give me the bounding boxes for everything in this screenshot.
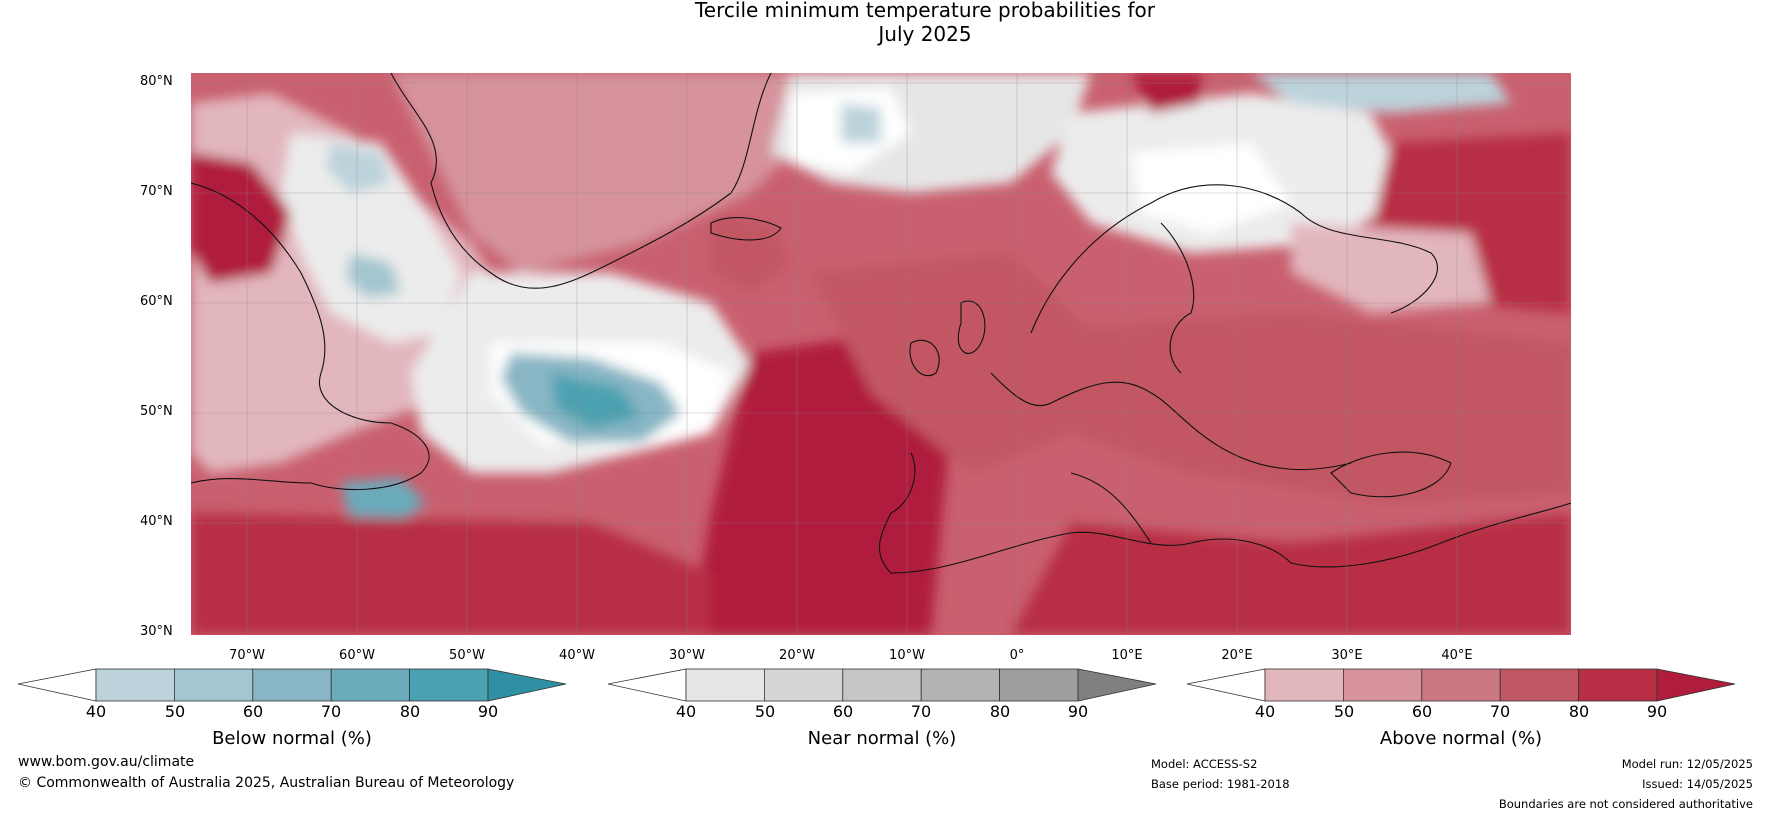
- colorbar-max-extension: [1077, 668, 1157, 702]
- lat-label-80n: 80°N: [140, 74, 173, 89]
- colorbar-max-extension: [487, 668, 567, 702]
- colorbar-swatch: [920, 668, 1001, 702]
- lat-label-40n: 40°N: [140, 514, 173, 529]
- title-line-1: Tercile minimum temperature probabilitie…: [694, 0, 1156, 22]
- title-line-2: July 2025: [878, 22, 972, 46]
- colorbar-swatch: [409, 668, 489, 702]
- colorbar-swatch: [173, 668, 254, 702]
- below-tick-90: 90: [477, 702, 499, 721]
- colorbar-above-normal: [1186, 668, 1736, 702]
- near-normal-label: Near normal (%): [807, 728, 957, 749]
- colorbar-swatch: [1578, 668, 1658, 702]
- graticule: [191, 73, 1571, 635]
- near-tick-40: 40: [675, 702, 697, 721]
- lat-label-30n: 30°N: [140, 624, 173, 639]
- below-tick-40: 40: [85, 702, 107, 721]
- colorbar-swatch: [252, 668, 332, 702]
- model-run-text: Model run: 12/05/2025: [1621, 757, 1753, 771]
- above-tick-70: 70: [1489, 702, 1511, 721]
- near-tick-90: 90: [1067, 702, 1089, 721]
- above-normal-label: Above normal (%): [1379, 728, 1543, 749]
- colorbar-near-normal-swatches: [607, 668, 1157, 702]
- below-normal-label: Below normal (%): [212, 728, 372, 749]
- map-title: Tercile minimum temperature probabilitie…: [0, 0, 1770, 46]
- lon-label-40w: 40°W: [559, 648, 595, 663]
- colorbar-min-extension: [17, 668, 97, 702]
- colorbar-below-normal-swatches: [17, 668, 567, 702]
- above-tick-50: 50: [1333, 702, 1355, 721]
- colorbar-swatch: [330, 668, 411, 702]
- colorbar-swatch: [1342, 668, 1423, 702]
- near-tick-70: 70: [910, 702, 932, 721]
- lon-label-20w: 20°W: [779, 648, 815, 663]
- lon-label-30e: 30°E: [1331, 648, 1363, 663]
- base-period-text: Base period: 1981-2018: [1151, 777, 1290, 791]
- colorbar-swatch: [1264, 668, 1344, 702]
- colorbar-min-extension: [1186, 668, 1266, 702]
- lat-label-60n: 60°N: [140, 294, 173, 309]
- lat-label-70n: 70°N: [140, 184, 173, 199]
- website-link[interactable]: www.bom.gov.au/climate: [18, 754, 195, 770]
- lon-label-70w: 70°W: [229, 648, 265, 663]
- lon-label-10e: 10°E: [1111, 648, 1143, 663]
- lon-label-10w: 10°W: [889, 648, 925, 663]
- near-tick-80: 80: [989, 702, 1011, 721]
- colorbar-swatch: [685, 668, 765, 702]
- lat-label-50n: 50°N: [140, 404, 173, 419]
- lon-label-30w: 30°W: [669, 648, 705, 663]
- near-tick-60: 60: [832, 702, 854, 721]
- below-tick-50: 50: [164, 702, 186, 721]
- colorbar-max-extension: [1656, 668, 1736, 702]
- colorbar-swatch: [1421, 668, 1501, 702]
- near-tick-50: 50: [754, 702, 776, 721]
- above-tick-40: 40: [1254, 702, 1276, 721]
- colorbar-below-normal: [17, 668, 567, 702]
- colorbar-above-normal-swatches: [1186, 668, 1736, 702]
- coastlines: [191, 73, 1571, 574]
- lon-label-60w: 60°W: [339, 648, 375, 663]
- issued-text: Issued: 14/05/2025: [1642, 777, 1753, 791]
- copyright-text: © Commonwealth of Australia 2025, Austra…: [18, 775, 515, 791]
- lon-label-50w: 50°W: [449, 648, 485, 663]
- above-tick-80: 80: [1568, 702, 1590, 721]
- colorbar-swatch: [842, 668, 922, 702]
- probability-map: [191, 73, 1571, 635]
- lon-label-40e: 40°E: [1441, 648, 1473, 663]
- lon-label-0: 0°: [1009, 648, 1025, 663]
- lon-label-20e: 20°E: [1221, 648, 1253, 663]
- below-tick-60: 60: [242, 702, 264, 721]
- map-canvas: [191, 73, 1571, 635]
- above-tick-90: 90: [1646, 702, 1668, 721]
- model-text: Model: ACCESS-S2: [1151, 757, 1258, 771]
- colorbar-swatch: [763, 668, 844, 702]
- colorbar-min-extension: [607, 668, 687, 702]
- probability-field: [191, 73, 1571, 635]
- above-tick-60: 60: [1411, 702, 1433, 721]
- disclaimer-text: Boundaries are not considered authoritat…: [1498, 797, 1753, 811]
- colorbar-near-normal: [607, 668, 1157, 702]
- colorbar-swatch: [95, 668, 175, 702]
- below-tick-80: 80: [399, 702, 421, 721]
- colorbar-swatch: [999, 668, 1079, 702]
- below-tick-70: 70: [320, 702, 342, 721]
- colorbar-swatch: [1499, 668, 1580, 702]
